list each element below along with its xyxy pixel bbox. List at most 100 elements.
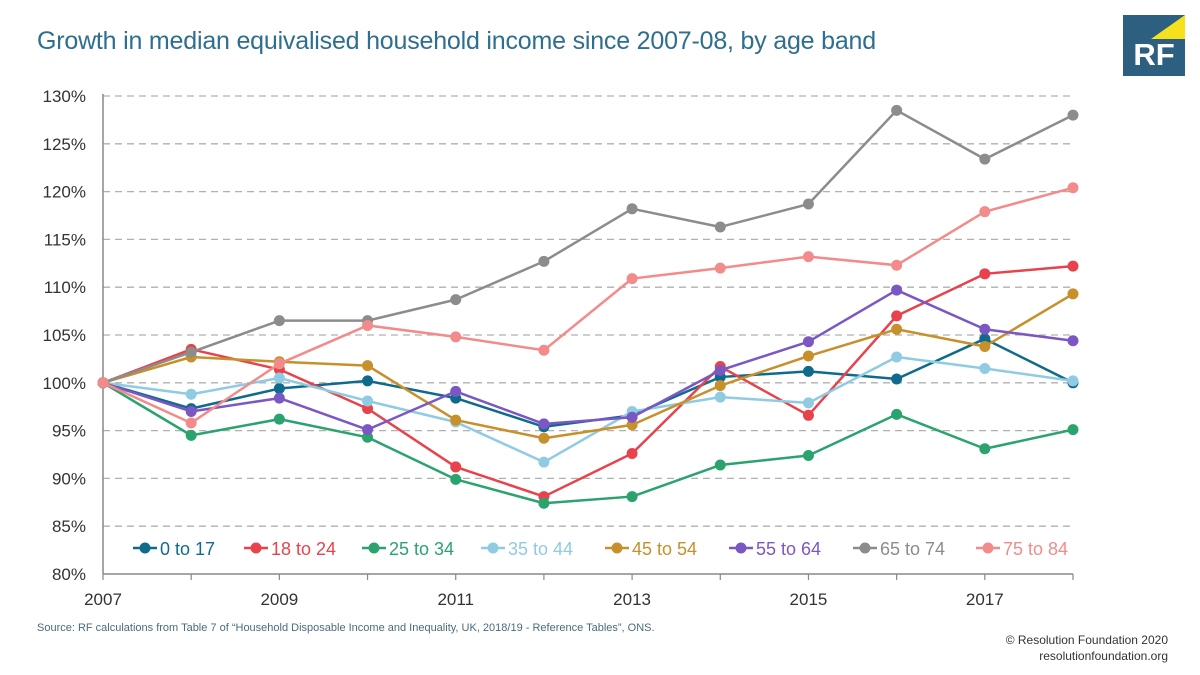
axes: 80% 85% 90% 95% 100% 105% 110% 115% 120% 125% 130%…: [43, 87, 1074, 609]
series-line: [102, 186, 1074, 425]
y-tick-label: 105%: [43, 326, 86, 345]
y-tick-label: 110%: [44, 278, 86, 297]
legend: 0 to 17 18 to 24 25 to 34 35 to 44 45 to 54 5…: [133, 539, 1068, 559]
data-point: [891, 104, 903, 116]
data-point: [891, 373, 903, 385]
data-point: [714, 221, 726, 233]
data-point: [185, 405, 197, 417]
data-point: [802, 365, 814, 377]
data-point: [1067, 182, 1079, 194]
data-point: [362, 431, 374, 443]
legend-label: 35 to 44: [508, 539, 573, 559]
y-tick-label: 80%: [52, 565, 86, 584]
data-point: [362, 375, 374, 387]
legend-label: 18 to 24: [271, 539, 336, 559]
series-line: [102, 288, 1074, 431]
series-line: [102, 292, 1074, 440]
data-point: [538, 255, 550, 267]
data-point: [273, 372, 285, 384]
legend-label: 65 to 74: [880, 539, 945, 559]
data-point: [891, 408, 903, 420]
website-text: resolutionfoundation.org: [1039, 649, 1168, 663]
data-point: [97, 377, 109, 389]
legend-item: 45 to 54: [605, 539, 697, 559]
data-point: [891, 310, 903, 322]
x-tick-label: 2017: [966, 590, 1004, 609]
data-point: [1067, 288, 1079, 300]
legend-item: 55 to 64: [729, 539, 821, 559]
data-point: [273, 413, 285, 425]
data-point: [450, 331, 462, 343]
legend-swatch-dot: [250, 542, 262, 554]
series-35-to-44: [97, 351, 1079, 468]
data-point: [273, 383, 285, 395]
legend-label: 25 to 34: [389, 539, 454, 559]
legend-swatch-dot: [982, 542, 994, 554]
data-point: [185, 429, 197, 441]
data-point: [891, 323, 903, 335]
data-point: [273, 392, 285, 404]
series-line: [102, 381, 1074, 505]
y-tick-label: 130%: [43, 87, 86, 106]
data-point: [979, 443, 991, 455]
y-tick-label: 100%: [43, 374, 86, 393]
data-point: [538, 497, 550, 509]
data-point: [1067, 424, 1079, 436]
data-point: [1067, 260, 1079, 272]
x-tick-label: 2007: [84, 590, 122, 609]
series-75-to-84: [97, 182, 1079, 429]
x-tick-label: 2011: [437, 590, 474, 609]
legend-item: 35 to 44: [481, 539, 573, 559]
data-point: [185, 346, 197, 358]
y-tick-label: 120%: [43, 183, 86, 202]
data-point: [450, 461, 462, 473]
data-point: [979, 153, 991, 165]
data-point: [362, 424, 374, 436]
data-point: [362, 319, 374, 331]
series-lines: [97, 104, 1079, 509]
legend-label: 45 to 54: [632, 539, 697, 559]
data-point: [538, 432, 550, 444]
y-tick-label: 90%: [52, 469, 86, 488]
data-point: [362, 395, 374, 407]
logo-accent-shape: [1151, 15, 1185, 39]
data-point: [626, 273, 638, 285]
series-line: [102, 264, 1074, 498]
data-point: [802, 409, 814, 421]
data-point: [1067, 109, 1079, 121]
data-point: [714, 262, 726, 274]
data-point: [450, 473, 462, 485]
chart-title: Growth in median equivalised household i…: [37, 27, 876, 55]
y-tick-label: 125%: [43, 135, 86, 154]
data-point: [979, 362, 991, 374]
data-point: [802, 397, 814, 409]
logo-triangle: [1151, 15, 1185, 39]
data-point: [626, 411, 638, 423]
gridlines: [103, 95, 1073, 527]
data-point: [979, 206, 991, 218]
copyright-text: © Resolution Foundation 2020: [1005, 633, 1168, 647]
legend-item: 18 to 24: [244, 539, 336, 559]
series-line: [102, 109, 1074, 384]
legend-item: 25 to 34: [362, 539, 454, 559]
data-point: [802, 251, 814, 263]
data-point: [626, 203, 638, 215]
legend-label: 55 to 64: [756, 539, 821, 559]
data-point: [185, 388, 197, 400]
x-tick-label: 2015: [790, 590, 828, 609]
logo-accent-icon: [1123, 15, 1185, 39]
y-tick-label: 95%: [52, 422, 86, 441]
legend-swatch-dot: [859, 542, 871, 554]
data-point: [979, 268, 991, 280]
copyright-block: © Resolution Foundation 2020 resolutionf…: [1006, 632, 1168, 664]
data-point: [714, 380, 726, 392]
data-point: [538, 456, 550, 468]
legend-label: 75 to 84: [1003, 539, 1068, 559]
data-point: [362, 403, 374, 415]
logo-text: RF: [1133, 37, 1175, 72]
data-point: [626, 448, 638, 460]
data-point: [891, 259, 903, 271]
legend-item: 75 to 84: [976, 539, 1068, 559]
y-tick-label: 85%: [52, 517, 86, 536]
data-point: [1067, 335, 1079, 347]
